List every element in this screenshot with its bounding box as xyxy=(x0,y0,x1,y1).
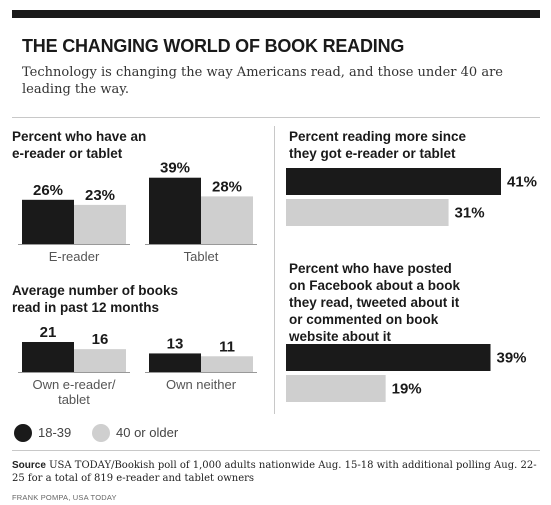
column-divider xyxy=(274,126,275,414)
social-title-line-0: Percent who have posted xyxy=(289,261,452,276)
ereader-chart: 26% 23% E-reader 39% 28% Tablet xyxy=(18,162,257,264)
social-bar-1 xyxy=(286,375,386,402)
ereader-category-label-0: E-reader xyxy=(49,249,100,264)
top-rule xyxy=(12,10,540,18)
ereader-chart-title: Percent who have an e-reader or tablet xyxy=(12,128,146,162)
books-title-line-1: read in past 12 months xyxy=(12,300,160,315)
social-bar-0 xyxy=(286,344,491,371)
reading-more-bar-0 xyxy=(286,168,501,195)
reading-more-bar-1 xyxy=(286,199,449,226)
credit: FRANK POMPA, USA TODAY xyxy=(12,493,117,502)
page-title: THE CHANGING WORLD OF BOOK READING xyxy=(22,36,405,56)
page-subtitle: Technology is changing the way Americans… xyxy=(22,65,503,97)
source-label: Source xyxy=(12,460,46,471)
ereader-value-label-0-1: 39% xyxy=(160,162,190,177)
legend-swatch-18-39 xyxy=(14,424,32,442)
books-bar-0-0 xyxy=(22,342,74,372)
social-value-label-0: 39% xyxy=(497,350,527,367)
reading-more-chart-title: Percent reading more since they got e-rea… xyxy=(289,128,466,162)
ereader-bar-1-0 xyxy=(74,204,126,244)
books-bar-1-1 xyxy=(201,356,253,372)
books-value-label-0-1: 13 xyxy=(167,335,184,352)
legend-label-40-older: 40 or older xyxy=(116,425,179,440)
reading-more-chart: 41% 31% xyxy=(286,168,537,226)
social-title-line-1: on Facebook about a book xyxy=(289,278,461,293)
footer-divider xyxy=(12,450,540,451)
ereader-value-label-1-1: 28% xyxy=(212,178,242,195)
ereader-bar-0-1 xyxy=(149,177,201,244)
ereader-bar-1-1 xyxy=(201,196,253,244)
books-bar-0-1 xyxy=(149,353,201,372)
books-value-label-1-1: 11 xyxy=(219,338,235,355)
books-value-label-0-0: 21 xyxy=(40,324,57,341)
ereader-category-label-1: Tablet xyxy=(184,249,219,264)
reading-more-title-line-0: Percent reading more since xyxy=(289,129,467,144)
social-title-line-3: or commented on book xyxy=(289,312,439,327)
books-title-line-0: Average number of books xyxy=(12,283,179,298)
social-title-line-2: they read, tweeted about it xyxy=(289,295,460,310)
social-value-label-1: 19% xyxy=(392,381,422,398)
books-category-label-0-1: tablet xyxy=(58,392,90,407)
legend-label-18-39: 18-39 xyxy=(38,425,72,440)
books-bar-1-0 xyxy=(74,349,126,372)
social-chart-title: Percent who have posted on Facebook about… xyxy=(289,260,460,345)
ereader-title-line-0: Percent who have an xyxy=(12,129,147,144)
legend: 18-39 40 or older xyxy=(12,424,312,444)
books-value-label-1-0: 16 xyxy=(92,331,109,348)
ereader-bar-0-0 xyxy=(22,199,74,244)
source-text: USA TODAY/Bookish poll of 1,000 adults n… xyxy=(12,460,537,484)
reading-more-value-label-1: 31% xyxy=(455,205,485,222)
ereader-value-label-0-0: 26% xyxy=(33,182,63,199)
legend-swatch-40-older xyxy=(92,424,110,442)
ereader-title-line-1: e-reader or tablet xyxy=(12,146,123,161)
social-chart: 39% 19% xyxy=(286,344,527,402)
ereader-value-label-1-0: 23% xyxy=(85,187,115,204)
books-category-label-0-0: Own e-reader/ xyxy=(32,377,115,392)
books-category-label-1: Own neither xyxy=(166,377,237,392)
source-note: Source USA TODAY/Bookish poll of 1,000 a… xyxy=(12,459,540,485)
books-chart: 21 16 Own e-reader/tablet 13 11 Own neither xyxy=(18,324,257,407)
books-chart-title: Average number of books read in past 12 m… xyxy=(12,282,178,316)
reading-more-value-label-0: 41% xyxy=(507,174,537,191)
social-title-line-4: website about it xyxy=(289,329,392,344)
header-divider xyxy=(12,117,540,118)
reading-more-title-line-1: they got e-reader or tablet xyxy=(289,146,456,161)
